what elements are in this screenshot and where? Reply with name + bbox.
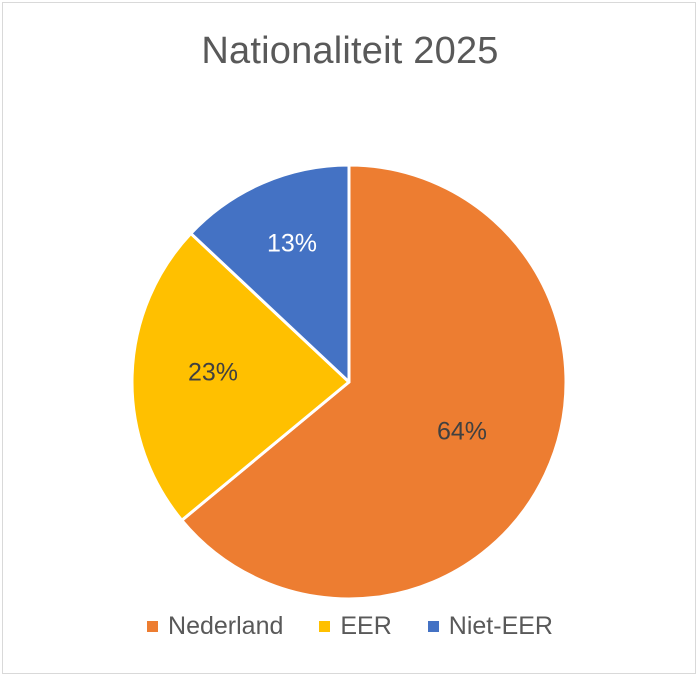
legend-item-niet-eer: Niet-EER — [427, 612, 553, 641]
pie-slice-niet-eer — [189, 163, 351, 384]
legend-label: Niet-EER — [448, 612, 553, 640]
legend-swatch-icon — [319, 621, 331, 632]
data-label-eer: 23% — [187, 358, 239, 387]
data-label-nederland: 64% — [436, 417, 488, 446]
pie-slice-eer — [130, 231, 351, 522]
data-label-niet-eer: 13% — [266, 229, 318, 258]
legend-label: EER — [340, 612, 392, 640]
legend-swatch-icon — [147, 621, 159, 632]
legend-label: Nederland — [168, 612, 284, 640]
pie-slice-nederland — [180, 163, 568, 601]
legend-item-eer: EER — [319, 612, 392, 641]
legend-swatch-icon — [427, 621, 439, 632]
legend: Nederland EER Niet-EER — [0, 612, 700, 641]
chart-title: Nationaliteit 2025 — [201, 30, 499, 72]
legend-item-nederland: Nederland — [147, 612, 283, 641]
